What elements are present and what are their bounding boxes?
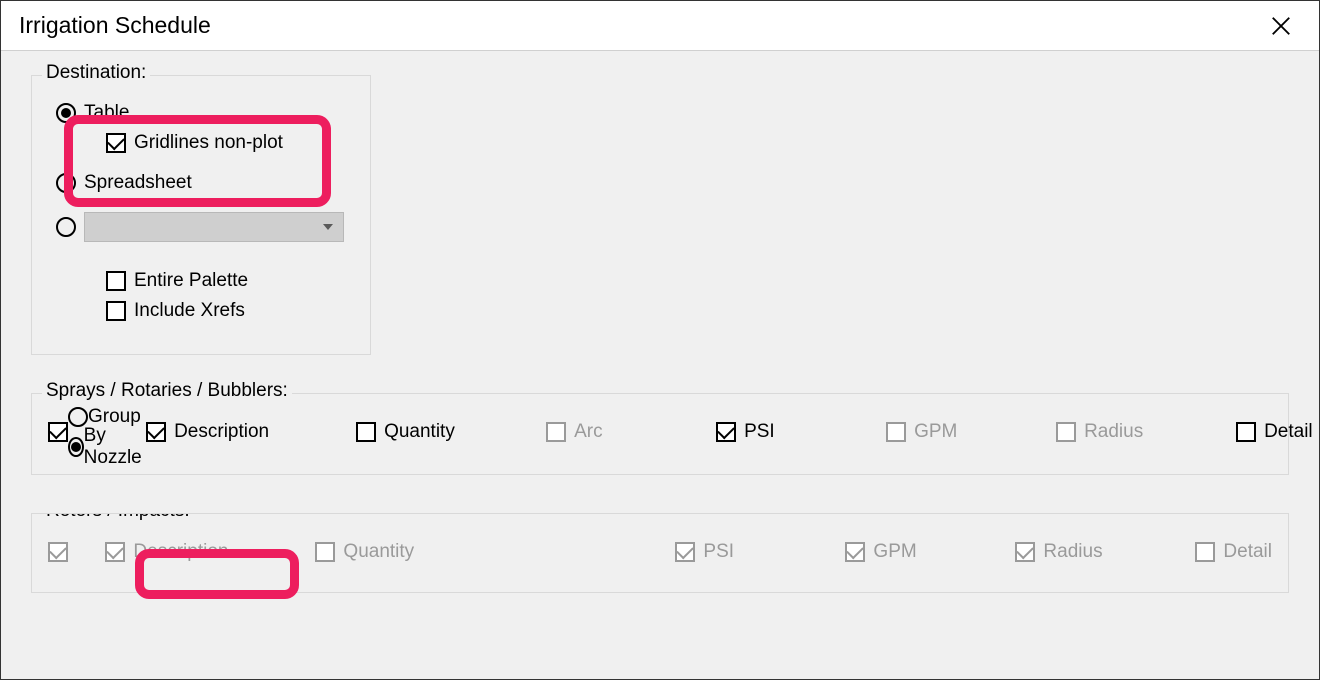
- sprays-qty-label: Quantity: [384, 421, 455, 443]
- radio-spreadsheet[interactable]: [56, 173, 76, 193]
- rotors-gpm-label: GPM: [873, 541, 916, 563]
- destination-group: Destination: Table Gridlines non-plot Sp…: [31, 75, 371, 355]
- sprays-group: Sprays / Rotaries / Bubblers: Group By N…: [31, 393, 1289, 475]
- checkbox-entire-palette-label: Entire Palette: [134, 270, 248, 292]
- rotors-radius-checkbox: [1015, 542, 1035, 562]
- close-icon: [1270, 15, 1292, 37]
- rotors-desc-label: Description: [133, 541, 228, 563]
- rotors-group: Rotors / Impacts: Description Quantity: [31, 513, 1289, 593]
- checkbox-include-xrefs[interactable]: [106, 301, 126, 321]
- sprays-qty-checkbox[interactable]: [356, 422, 376, 442]
- sprays-arc-checkbox: [546, 422, 566, 442]
- checkbox-include-xrefs-label: Include Xrefs: [134, 300, 245, 322]
- sprays-psi-checkbox[interactable]: [716, 422, 736, 442]
- rotors-psi-label: PSI: [703, 541, 734, 563]
- rotors-enable-checkbox: [48, 542, 68, 562]
- rotors-legend: Rotors / Impacts:: [42, 513, 194, 522]
- checkbox-gridlines-label: Gridlines non-plot: [134, 132, 283, 154]
- dialog-body: Destination: Table Gridlines non-plot Sp…: [1, 51, 1319, 593]
- close-button[interactable]: [1261, 6, 1301, 46]
- dialog-window: Irrigation Schedule Destination: Table G…: [0, 0, 1320, 680]
- sprays-detail-checkbox[interactable]: [1236, 422, 1256, 442]
- radio-template[interactable]: [56, 217, 76, 237]
- sprays-radio-group[interactable]: [68, 407, 88, 427]
- sprays-enable-checkbox[interactable]: [48, 422, 68, 442]
- rotors-psi-checkbox: [675, 542, 695, 562]
- radio-spreadsheet-label: Spreadsheet: [84, 172, 192, 194]
- dialog-title: Irrigation Schedule: [19, 12, 211, 39]
- rotors-qty-checkbox: [315, 542, 335, 562]
- rotors-radius-label: Radius: [1043, 541, 1102, 563]
- rotors-qty-label: Quantity: [343, 541, 414, 563]
- sprays-desc-checkbox[interactable]: [146, 422, 166, 442]
- sprays-desc-label: Description: [174, 421, 269, 443]
- checkbox-gridlines[interactable]: [106, 133, 126, 153]
- sprays-radius-label: Radius: [1084, 421, 1143, 443]
- titlebar: Irrigation Schedule: [1, 1, 1319, 51]
- rotors-detail-label: Detail: [1223, 541, 1272, 563]
- rotors-detail-checkbox: [1195, 542, 1215, 562]
- checkbox-entire-palette[interactable]: [106, 271, 126, 291]
- sprays-radio-by-nozzle-label: By Nozzle: [84, 425, 146, 469]
- radio-table[interactable]: [56, 103, 76, 123]
- sprays-psi-label: PSI: [744, 421, 775, 443]
- sprays-arc-label: Arc: [574, 421, 603, 443]
- rotors-desc-checkbox: [105, 542, 125, 562]
- sprays-radius-checkbox: [1056, 422, 1076, 442]
- sprays-radio-by-nozzle[interactable]: [68, 437, 84, 457]
- sprays-gpm-checkbox: [886, 422, 906, 442]
- radio-table-label: Table: [84, 102, 129, 124]
- chevron-down-icon: [323, 224, 333, 230]
- sprays-legend: Sprays / Rotaries / Bubblers:: [42, 380, 292, 402]
- destination-legend: Destination:: [42, 62, 150, 84]
- template-dropdown[interactable]: [84, 212, 344, 242]
- sprays-detail-label: Detail: [1264, 421, 1313, 443]
- rotors-gpm-checkbox: [845, 542, 865, 562]
- sprays-gpm-label: GPM: [914, 421, 957, 443]
